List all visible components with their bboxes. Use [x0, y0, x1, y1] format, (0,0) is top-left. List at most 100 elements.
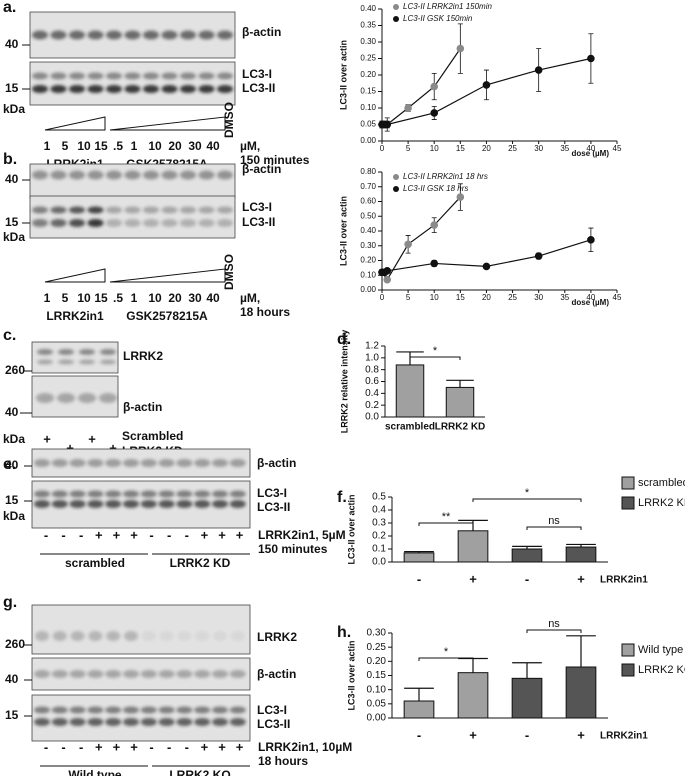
blot-band — [194, 706, 211, 714]
sign: + — [109, 440, 117, 455]
sign: + — [236, 527, 244, 542]
y-tick-label: 0.00 — [360, 136, 376, 145]
blot-band — [194, 500, 211, 508]
blot-band — [87, 206, 104, 214]
blot-band — [217, 72, 233, 80]
blot-band — [176, 706, 193, 714]
row-label: LRRK2 — [123, 349, 163, 363]
blot-band — [229, 718, 246, 726]
y-tick-label: 0.60 — [360, 197, 376, 206]
blot-band — [123, 459, 139, 467]
y-tick-label: 0.10 — [360, 103, 376, 112]
dose-wedge — [109, 268, 226, 283]
dose-wedge — [44, 268, 106, 283]
blot-band — [32, 85, 48, 93]
panel-label: f. — [337, 489, 347, 506]
row-label: β-actin — [257, 456, 296, 470]
data-point — [404, 240, 412, 249]
blot-band — [37, 359, 53, 365]
blot-band — [34, 459, 50, 467]
blot-band — [212, 490, 228, 498]
y-tick-label: 0.25 — [367, 642, 387, 653]
fit-line — [382, 48, 461, 126]
blot-strip — [29, 163, 236, 199]
blot-band — [217, 85, 233, 93]
blot-band — [69, 490, 86, 498]
blot-band — [212, 500, 228, 508]
blot-band — [158, 459, 175, 467]
bar — [511, 548, 543, 563]
sign: - — [149, 527, 153, 542]
lane-label: 40 — [206, 139, 220, 153]
row-label: LC3-I — [242, 200, 272, 214]
bar — [395, 364, 425, 418]
y-axis-label: LRRK2 relative intensity — [339, 330, 349, 434]
blot-band — [87, 670, 104, 678]
y-tick-label: 0.00 — [367, 713, 387, 724]
y-tick-label: 0.70 — [360, 182, 376, 191]
x-tick-label: scrambled — [385, 422, 435, 433]
blot-band — [78, 393, 96, 403]
condition-label: LRRK2in1, 5µM — [258, 528, 346, 542]
y-tick-label: 0.2 — [365, 400, 379, 411]
x-tick-label: 0 — [380, 144, 385, 153]
panel-label: d. — [337, 331, 351, 348]
blot-band — [194, 718, 211, 726]
blot-band — [79, 359, 95, 365]
x-tick-label: 40 — [586, 293, 595, 302]
blot-band — [32, 170, 48, 180]
legend-label: LC3-II LRRK2in1 150min — [403, 2, 492, 11]
blot-band — [69, 85, 85, 93]
blot-band — [198, 206, 215, 214]
sign: + — [66, 440, 74, 455]
legend-swatch — [621, 476, 635, 490]
blot-band — [124, 206, 141, 214]
blot-band — [229, 490, 246, 498]
sign: + — [113, 527, 121, 542]
blot-band — [100, 359, 116, 365]
significance-bracket — [418, 657, 474, 661]
legend-label: LC3-II LRRK2in1 18 hrs — [403, 172, 488, 181]
sign: + — [130, 739, 138, 754]
lane-label: 30 — [188, 139, 202, 153]
x-tick-label: 10 — [430, 293, 439, 302]
y-axis-label: LC3-II over actin — [346, 640, 356, 710]
lane-label: 40 — [206, 291, 220, 305]
error-bar — [404, 687, 434, 701]
blot-band — [198, 72, 215, 80]
blot-band — [229, 706, 246, 714]
blot-band — [212, 670, 228, 678]
group-label: scrambled — [65, 556, 125, 570]
sign: - — [61, 739, 65, 754]
lane-label: 1 — [44, 291, 51, 305]
blot-band — [158, 500, 175, 508]
blot-band — [217, 206, 233, 214]
y-tick-label: 0.10 — [367, 684, 387, 695]
blot-band — [176, 718, 193, 726]
significance-bracket — [472, 498, 582, 502]
row-label: β-actin — [242, 162, 281, 176]
blot-band — [87, 170, 104, 180]
lane-label: 10 — [148, 139, 162, 153]
blot-band — [158, 718, 175, 726]
bar — [403, 552, 435, 563]
row-label: LC3-I — [257, 486, 287, 500]
blot-band — [106, 85, 122, 93]
significance-label: ** — [442, 511, 451, 523]
legend-label: scrambled — [638, 477, 685, 489]
blot-band — [198, 170, 215, 180]
group-label: LRRK2 KD — [170, 556, 231, 570]
sign: + — [201, 527, 209, 542]
panel-label: a. — [3, 0, 16, 16]
blot-band — [106, 206, 122, 214]
data-point — [587, 54, 595, 63]
blot-band — [32, 219, 48, 227]
blot-band — [34, 490, 50, 498]
x-tick-label: 40 — [586, 144, 595, 153]
lane-label: 20 — [168, 291, 182, 305]
sign: - — [44, 739, 48, 754]
legend-marker — [393, 174, 399, 180]
significance-bracket — [526, 526, 582, 530]
row-label: LC3-II — [257, 717, 290, 731]
